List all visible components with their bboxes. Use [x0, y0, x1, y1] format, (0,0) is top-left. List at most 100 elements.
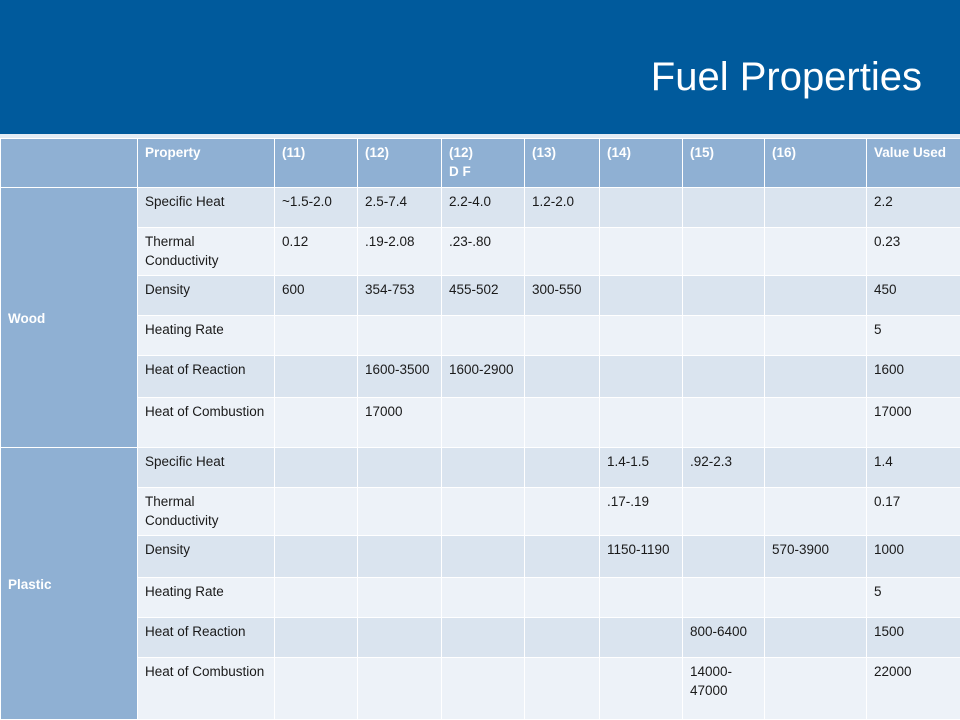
cell-value-used: 22000: [866, 657, 960, 720]
cell-ref-11: [274, 657, 358, 720]
cell-property: Density: [137, 275, 275, 316]
cell-property: Thermal Conductivity: [137, 227, 275, 276]
fuel-properties-table: Property (11) (12) (12) D F (13) (14) (1…: [0, 138, 960, 720]
cell-ref-12: [357, 535, 442, 578]
cell-ref-14: .17-.19: [599, 487, 683, 536]
cell-ref-13: [524, 617, 600, 658]
cell-property: Heat of Reaction: [137, 617, 275, 658]
cell-property: Density: [137, 535, 275, 578]
table-row: Density 1150-1190 570-3900 1000: [1, 535, 960, 578]
cell-ref-14: [599, 187, 683, 228]
cell-ref-12-df: 455-502: [441, 275, 525, 316]
cell-ref-16: [764, 275, 867, 316]
cell-ref-16: [764, 227, 867, 276]
cell-ref-16: [764, 315, 867, 356]
cell-ref-12-df: 2.2-4.0: [441, 187, 525, 228]
cell-ref-16: [764, 187, 867, 228]
cell-ref-11: [274, 397, 358, 448]
cell-ref-13: 1.2-2.0: [524, 187, 600, 228]
cell-ref-13: 300-550: [524, 275, 600, 316]
header-ref-14: (14): [599, 138, 683, 188]
group-label-wood: Wood: [0, 187, 138, 448]
table-row: Heat of Reaction 1600-3500 1600-2900 160…: [1, 355, 960, 398]
cell-ref-16: [764, 355, 867, 398]
page-title: Fuel Properties: [650, 55, 922, 99]
cell-ref-13: [524, 227, 600, 276]
table-row: Heating Rate 5: [1, 577, 960, 618]
cell-ref-14: [599, 355, 683, 398]
cell-ref-16: [764, 577, 867, 618]
cell-ref-11: 600: [274, 275, 358, 316]
cell-ref-13: [524, 577, 600, 618]
cell-ref-15: [682, 315, 765, 356]
group-label-plastic: Plastic: [0, 447, 138, 720]
cell-ref-12: [357, 447, 442, 488]
cell-ref-15: .92-2.3: [682, 447, 765, 488]
cell-ref-11: ~1.5-2.0: [274, 187, 358, 228]
cell-ref-13: [524, 447, 600, 488]
cell-ref-11: [274, 355, 358, 398]
cell-ref-12: 1600-3500: [357, 355, 442, 398]
cell-ref-12-df: [441, 487, 525, 536]
cell-ref-12-df: [441, 315, 525, 356]
cell-ref-15: [682, 397, 765, 448]
cell-property: Thermal Conductivity: [137, 487, 275, 536]
header-ref-12-df-sublabel: D F: [449, 164, 471, 179]
header-ref-12-df-label: (12): [449, 145, 474, 160]
cell-ref-12-df: [441, 657, 525, 720]
cell-ref-16: [764, 487, 867, 536]
cell-ref-15: 800-6400: [682, 617, 765, 658]
table-row: Heat of Combustion 17000 17000: [1, 397, 960, 448]
cell-ref-12: 2.5-7.4: [357, 187, 442, 228]
cell-ref-12-df: [441, 447, 525, 488]
table-header-row: Property (11) (12) (12) D F (13) (14) (1…: [0, 138, 960, 188]
cell-ref-14: [599, 275, 683, 316]
cell-ref-16: [764, 397, 867, 448]
cell-ref-15: [682, 577, 765, 618]
title-divider: [0, 134, 960, 138]
cell-ref-13: [524, 657, 600, 720]
cell-value-used: 5: [866, 577, 960, 618]
cell-value-used: 0.23: [866, 227, 960, 276]
cell-value-used: 17000: [866, 397, 960, 448]
cell-ref-14: [599, 227, 683, 276]
cell-ref-11: [274, 315, 358, 356]
cell-value-used: 1.4: [866, 447, 960, 488]
cell-ref-16: [764, 617, 867, 658]
cell-ref-16: [764, 657, 867, 720]
cell-ref-13: [524, 535, 600, 578]
cell-ref-12-df: [441, 577, 525, 618]
cell-ref-12-df: .23-.80: [441, 227, 525, 276]
cell-ref-12: [357, 657, 442, 720]
cell-ref-11: [274, 535, 358, 578]
cell-ref-13: [524, 487, 600, 536]
cell-property: Heat of Combustion: [137, 397, 275, 448]
title-bar: [0, 0, 960, 134]
table-row: Plastic Specific Heat 1.4-1.5 .92-2.3 1.…: [0, 447, 960, 720]
cell-ref-15: [682, 275, 765, 316]
cell-ref-11: [274, 577, 358, 618]
cell-ref-12: [357, 315, 442, 356]
cell-ref-13: [524, 397, 600, 448]
table-row: Heat of Combustion 14000-47000 22000: [1, 657, 960, 720]
header-ref-12: (12): [357, 138, 442, 188]
header-ref-13: (13): [524, 138, 600, 188]
cell-ref-14: 1.4-1.5: [599, 447, 683, 488]
header-group: [0, 138, 138, 188]
cell-value-used: 0.17: [866, 487, 960, 536]
cell-property: Specific Heat: [137, 447, 275, 488]
cell-ref-12-df: [441, 617, 525, 658]
table-row: Wood Specific Heat ~1.5-2.0 2.5-7.4 2.2-…: [0, 187, 960, 448]
cell-property: Heating Rate: [137, 315, 275, 356]
cell-property: Specific Heat: [137, 187, 275, 228]
cell-ref-14: [599, 397, 683, 448]
cell-property: Heat of Combustion: [137, 657, 275, 720]
cell-ref-12-df: [441, 535, 525, 578]
cell-ref-14: 1150-1190: [599, 535, 683, 578]
cell-ref-14: [599, 315, 683, 356]
cell-ref-16: [764, 447, 867, 488]
header-property: Property: [137, 138, 275, 188]
cell-ref-12: .19-2.08: [357, 227, 442, 276]
cell-value-used: 1500: [866, 617, 960, 658]
table-row: Thermal Conductivity 0.12 .19-2.08 .23-.…: [1, 227, 960, 276]
